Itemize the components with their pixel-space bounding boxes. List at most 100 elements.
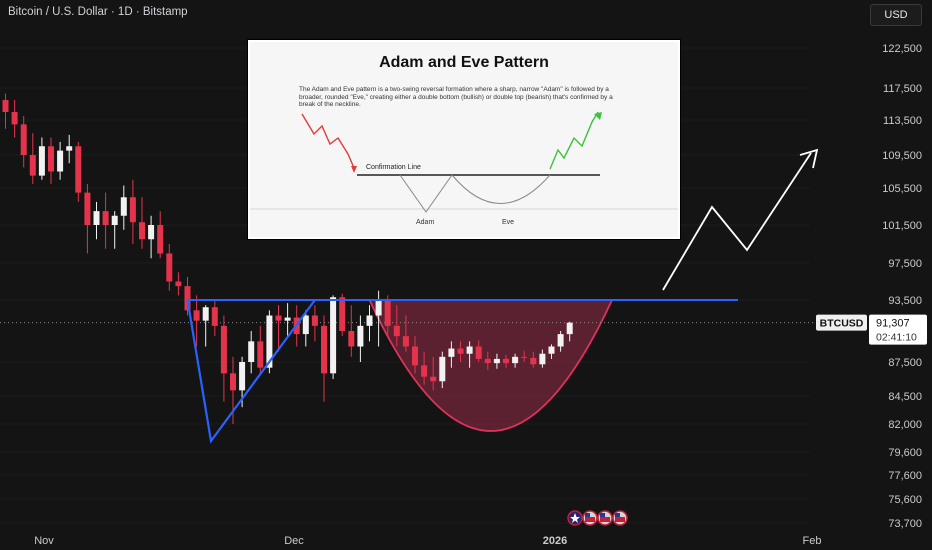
candle-body [439,356,446,382]
candle-body [175,281,182,287]
x-axis: Nov Dec 2026 Feb [34,535,821,547]
candle-body [257,341,264,368]
pattern-overlays [0,299,815,432]
inset-eve-label: Eve [502,219,514,226]
y-tick-label: 109,500 [882,150,922,162]
candle-body [48,146,54,172]
y-tick-label: 105,500 [882,183,922,195]
projection-arrowhead [799,148,819,169]
price-tag-countdown: 02:41:10 [876,332,917,344]
flag-stripe [585,517,595,522]
flag-stripe [615,517,625,522]
candle-body [230,373,236,391]
candle-body [57,150,64,172]
candle-body [393,325,400,337]
candle-body [202,307,209,321]
candle-body [566,322,573,335]
y-tick-label: 75,600 [888,494,922,506]
candle-body [239,362,246,391]
candle-body [466,346,473,354]
inset-uptrend-arrowhead [594,112,602,120]
candle-body [375,300,382,316]
candle-body [484,358,491,364]
candle-body [75,146,82,193]
candle-body [448,348,455,357]
y-tick-label: 97,500 [888,258,922,270]
flag-canton [615,513,620,517]
inset-downtrend-arrowhead [351,166,357,173]
inset-downtrend [301,113,355,169]
candle-body [493,358,500,364]
inset-diagram: Confirmation Line Adam Eve [250,111,678,226]
inset-eve-shape [451,174,551,204]
event-marker-flag-icon[interactable] [582,510,598,526]
adam-eve-inset: Adam and Eve Pattern The Adam and Eve pa… [248,40,680,239]
candle-body [120,197,127,216]
y-tick-label: 77,600 [888,470,922,482]
event-marker-flag-icon[interactable] [612,510,628,526]
candle-body [457,348,464,354]
candle-body [284,317,291,321]
candle-body [548,346,555,354]
price-tag-bg [869,314,927,345]
candle-body [348,331,355,347]
candle-body [266,315,273,368]
candle-body [29,155,36,176]
flag-canton [585,513,590,517]
candle-body [557,334,564,347]
candle-body [384,300,391,326]
star-shape [570,513,580,523]
candle-body [2,100,9,112]
currency-button[interactable]: USD [870,4,922,26]
chart-title: Bitcoin / U.S. Dollar · 1D · Bitstamp [8,6,188,18]
candle-body [412,346,418,366]
candle-body [111,215,118,225]
candle-body [357,325,364,347]
candles [2,93,573,424]
candle-body [20,124,27,155]
candle-body [139,222,145,240]
candle-body [321,325,327,374]
candle-body [211,307,218,326]
candle-body [302,315,309,335]
candle-body [184,286,191,311]
candle-body [220,325,227,374]
candle-body [148,225,155,240]
event-marker-star-icon[interactable] [567,510,583,526]
y-tick-label: 73,700 [888,518,922,530]
candle-body [512,356,519,364]
candle-body [402,336,409,347]
inset-description: The Adam and Eve pattern is a two-swing … [299,86,613,109]
candle-body [66,146,73,151]
y-axis: 122,500 117,500 113,500 109,500 105,500 101,5… [882,43,922,530]
price-tag-value: 91,307 [876,318,910,330]
x-tick-label: 2026 [543,535,567,547]
candle-body [93,211,100,225]
y-tick-label: 117,500 [883,83,922,95]
y-tick-label: 82,000 [888,419,922,431]
candle-body [475,346,482,359]
y-tick-label: 79,600 [888,447,922,459]
y-tick-label: 84,500 [888,391,922,403]
x-tick-label: Nov [34,535,54,547]
candle-body [102,211,109,225]
candle-body [521,356,528,358]
candle-body [530,357,537,365]
y-tick-label: 93,500 [888,295,922,307]
symbol-tag-text: BTCUSD [820,318,864,330]
candle-body [421,365,428,377]
candle-body [339,297,346,331]
eve-cup-outline [368,299,613,432]
candle-body [330,297,337,374]
pattern-lines [186,148,819,444]
candle-body [311,315,318,326]
inset-confirmation-label: Confirmation Line [366,164,421,171]
candle-body [539,353,546,365]
event-marker-flag-icon[interactable] [597,510,613,526]
adam-v-line [186,299,316,444]
event-markers[interactable] [567,510,628,526]
inset-title: Adam and Eve Pattern [379,54,549,71]
projection-path [662,152,812,291]
candle-body [157,225,164,254]
